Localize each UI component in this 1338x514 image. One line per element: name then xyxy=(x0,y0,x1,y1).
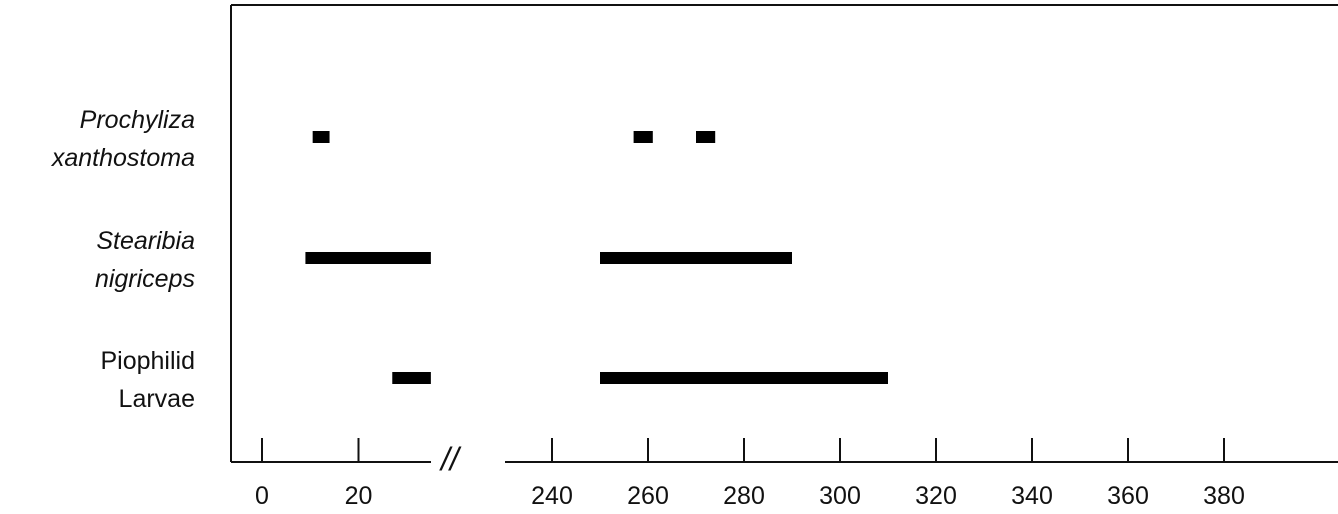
series-label: Larvae xyxy=(119,385,195,413)
series-label: xanthostoma xyxy=(51,144,195,172)
plot-frame xyxy=(230,4,1338,462)
range-bar xyxy=(600,252,792,264)
range-bar xyxy=(305,252,431,264)
species-labels: Prochyliza xanthostoma Stearibia nigriceps P… xyxy=(51,106,195,413)
x-axis: // 0 20 240 260 280 300 320 340 360 380 xyxy=(231,438,1338,510)
x-tick-label: 20 xyxy=(345,482,373,510)
range-bar xyxy=(600,372,888,384)
range-bar xyxy=(312,131,330,143)
x-tick-label: 360 xyxy=(1107,482,1149,510)
range-bar xyxy=(392,372,431,384)
x-tick-label: 320 xyxy=(915,482,957,510)
series-label: Piophilid xyxy=(100,347,195,375)
series-label: nigriceps xyxy=(95,265,195,293)
range-bars xyxy=(305,131,888,384)
x-tick-label: 380 xyxy=(1203,482,1245,510)
range-bar xyxy=(696,131,716,143)
x-tick-label: 340 xyxy=(1011,482,1053,510)
series-label: Stearibia xyxy=(96,227,195,255)
range-bar xyxy=(633,131,653,143)
series-label: Prochyliza xyxy=(80,106,195,134)
x-tick-label: 300 xyxy=(819,482,861,510)
x-tick-label: 0 xyxy=(255,482,269,510)
x-tick-label: 280 xyxy=(723,482,765,510)
x-tick-label: 240 xyxy=(531,482,573,510)
axis-break-mark: // xyxy=(439,441,462,477)
x-tick-label: 260 xyxy=(627,482,669,510)
